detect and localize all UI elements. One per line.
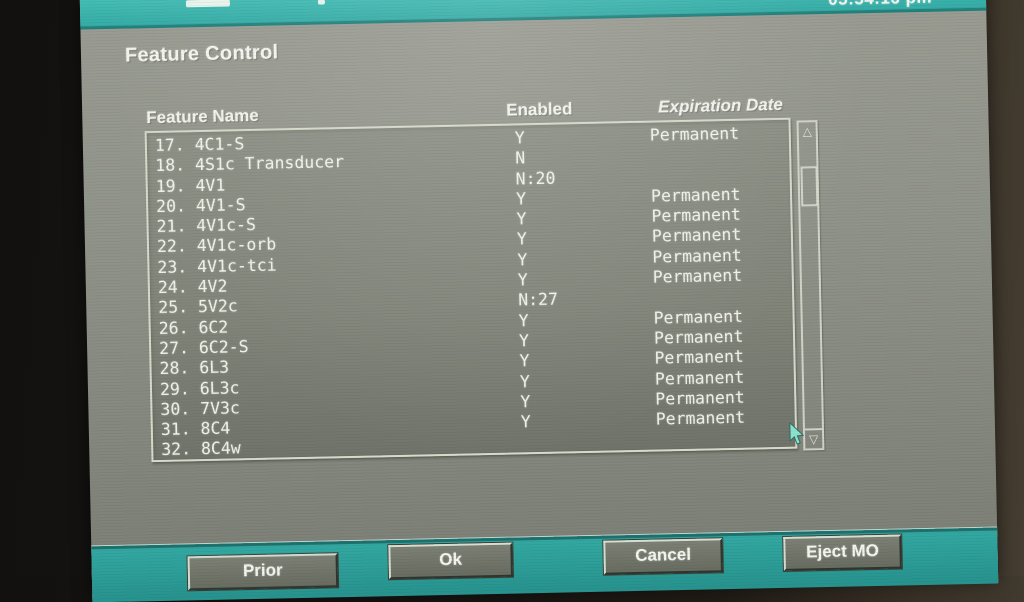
feature-name-cell: 18. 4S1c Transducer xyxy=(155,152,345,176)
enabled-cell: Y xyxy=(519,371,531,391)
feature-name-cell: 25. 5V2c xyxy=(158,296,238,318)
prior-button[interactable]: Prior xyxy=(187,553,339,591)
column-header-enabled: Enabled xyxy=(506,99,573,120)
eject-mo-button[interactable]: Eject MO xyxy=(783,534,902,571)
feature-name-cell: 23. 4V1c-tci xyxy=(157,255,277,277)
column-header-expiration-date: Expiration Date xyxy=(657,94,784,117)
feature-list: 17. 4C1-S Y Permanent 18. 4S1c Transduce… xyxy=(144,117,798,463)
enabled-cell: Y xyxy=(517,270,528,290)
feature-name-cell: 19. 4V1 xyxy=(155,175,226,196)
feature-name-cell: 28. 6L3 xyxy=(159,357,230,379)
scrollbar-track[interactable]: △ ▽ xyxy=(796,120,825,451)
scroll-up-button[interactable]: △ xyxy=(799,122,816,140)
enabled-cell: Y xyxy=(516,229,528,249)
feature-name-cell: 17. 4C1-S xyxy=(154,134,245,156)
expiration-cell: Permanent xyxy=(654,367,745,389)
enabled-cell: Y xyxy=(514,128,525,148)
feature-name-cell: 32. 8C4w xyxy=(161,438,241,460)
enabled-cell: Y xyxy=(518,331,530,351)
enabled-cell: Y xyxy=(515,189,527,209)
feature-name-cell: 21. 4V1c-S xyxy=(156,215,257,237)
expiration-cell: Permanent xyxy=(653,306,744,328)
enabled-cell: Y xyxy=(520,412,531,432)
expiration-cell: Permanent xyxy=(652,265,743,287)
enabled-cell: N:27 xyxy=(518,289,559,310)
enabled-cell: N:20 xyxy=(515,168,556,189)
expiration-cell: Permanent xyxy=(654,346,745,368)
column-header-feature-name: Feature Name xyxy=(146,105,259,128)
feature-name-cell: 30. 7V3c xyxy=(160,398,241,419)
expiration-cell: Permanent xyxy=(649,123,740,145)
bottom-button-bar: Prior Ok Cancel Eject MO xyxy=(91,527,999,602)
enabled-cell: Y xyxy=(517,250,528,270)
expiration-cell: Permanent xyxy=(651,225,742,247)
clock-time: 05:54:16 pm xyxy=(828,0,932,10)
scrollbar-thumb[interactable] xyxy=(800,166,819,207)
enabled-cell: Y xyxy=(518,310,529,331)
title-bar: 05:54:16 pm xyxy=(79,0,987,30)
expiration-cell: Permanent xyxy=(655,407,746,429)
monitor-screen: 05:54:16 pm Feature Control Feature Name… xyxy=(79,0,999,602)
partial-text-fragment xyxy=(185,0,230,8)
expiration-cell: Permanent xyxy=(655,387,745,409)
partial-text-fragment xyxy=(317,0,325,5)
feature-name-cell: 29. 6L3c xyxy=(159,377,240,399)
feature-name-cell: 24. 4V2 xyxy=(157,276,228,298)
feature-name-cell: 22. 4V1c-orb xyxy=(156,234,277,257)
triangle-up-icon: △ xyxy=(802,124,812,139)
expiration-cell: Permanent xyxy=(650,184,741,206)
enabled-cell: Y xyxy=(519,351,530,371)
cancel-button[interactable]: Cancel xyxy=(603,538,723,575)
feature-name-cell: 26. 6C2 xyxy=(158,317,229,338)
expiration-cell: Permanent xyxy=(651,204,742,226)
feature-name-cell: 31. 8C4 xyxy=(160,418,231,440)
page-title: Feature Control xyxy=(124,41,279,67)
scroll-down-button[interactable]: ▽ xyxy=(804,428,823,449)
expiration-cell: Permanent xyxy=(652,245,742,267)
triangle-down-icon: ▽ xyxy=(808,432,819,447)
feature-rows: 17. 4C1-S Y Permanent 18. 4S1c Transduce… xyxy=(147,120,796,461)
expiration-cell: Permanent xyxy=(653,326,744,348)
enabled-cell: Y xyxy=(516,209,527,229)
feature-name-cell: 20. 4V1-S xyxy=(155,195,246,216)
ok-button[interactable]: Ok xyxy=(388,542,513,580)
feature-name-cell: 27. 6C2-S xyxy=(158,337,249,358)
enabled-cell: Y xyxy=(520,392,531,412)
enabled-cell: N xyxy=(515,148,526,168)
